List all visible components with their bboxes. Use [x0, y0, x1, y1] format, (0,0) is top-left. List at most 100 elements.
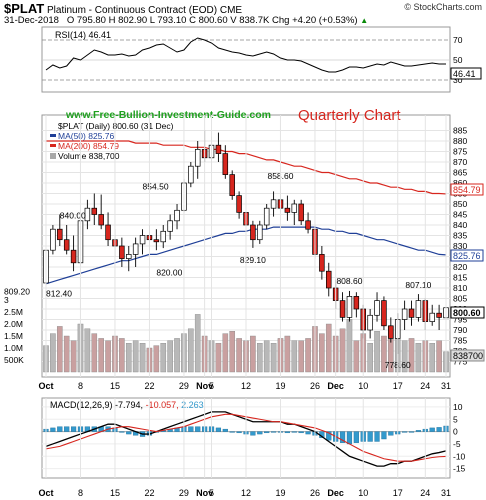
- candle: [401, 300, 408, 330]
- volume-bar: [91, 333, 98, 373]
- candle: [270, 191, 277, 217]
- price-tick-label: 850: [453, 199, 467, 209]
- volume-bar: [50, 333, 56, 373]
- ma50-tag-bg: [450, 249, 484, 262]
- price-annotation: 808.60: [336, 276, 362, 286]
- candle: [250, 220, 256, 248]
- date-tick-label: 24: [420, 488, 430, 498]
- volume-tick-label: 3: [4, 295, 9, 305]
- volume-bar: [408, 338, 415, 373]
- macd-histogram-bar: [381, 431, 387, 440]
- candle-body: [326, 270, 332, 289]
- date-tick-label: 17: [393, 381, 403, 391]
- chart-header-line2: 31-Dec-2018 O 795.80 H 802.90 L 793.10 C…: [4, 15, 368, 26]
- volume-tag: 838700: [453, 351, 483, 361]
- symbol: $PLAT: [4, 1, 45, 16]
- price-tick-label: 885: [453, 126, 467, 136]
- macd-histogram-bar: [339, 431, 346, 443]
- legend-volume-swatch: [50, 153, 56, 159]
- instrument-name: Platinum - Continuous Contract (EOD): [47, 5, 218, 16]
- date-tick-label: 17: [393, 488, 403, 498]
- volume-bar: [119, 338, 125, 373]
- volume-bar: [429, 343, 436, 373]
- macd-histogram-bar: [70, 426, 77, 432]
- candle-body: [222, 153, 229, 175]
- candle-body: [250, 224, 256, 241]
- volume-tag-bg: [450, 349, 485, 362]
- candle-body: [257, 224, 263, 241]
- date-tick-label: 24: [420, 381, 430, 391]
- candle-body: [353, 296, 360, 310]
- volume-bar: [401, 340, 408, 373]
- candle: [415, 294, 422, 322]
- candle: [132, 237, 139, 267]
- candle: [298, 199, 304, 225]
- watermark-url: www.Free-Bullion-Investment-Guide.com: [65, 109, 271, 121]
- candle: [105, 212, 111, 246]
- date-tick-label: Nov: [196, 488, 213, 498]
- candle-body: [153, 239, 160, 243]
- candle-body: [291, 203, 298, 213]
- volume-tick-label: 1.5M: [4, 331, 23, 341]
- rsi-panel: [41, 26, 451, 93]
- volume-tick-label: 2.5M: [4, 307, 23, 317]
- quarterly-chart-label: Quarterly Chart: [298, 107, 401, 124]
- ma50-tag: 825.76: [453, 251, 481, 261]
- macd-histogram-bar: [402, 431, 408, 433]
- candle-body: [263, 207, 270, 226]
- volume-bar: [222, 333, 229, 373]
- price-annotation: 829.10: [240, 255, 266, 265]
- volume-bar: [139, 343, 146, 373]
- quote-open: O 795.80: [66, 15, 106, 26]
- date-tick-label: 26: [310, 381, 320, 391]
- candle-body: [188, 165, 194, 184]
- macd-histogram-bar: [291, 431, 297, 433]
- candle: [346, 290, 353, 322]
- candle-body: [298, 203, 304, 222]
- candle: [374, 292, 380, 322]
- candle-body: [305, 220, 311, 230]
- candle-body: [174, 209, 180, 222]
- candle: [429, 304, 435, 326]
- date-tick-label: 10: [358, 381, 368, 391]
- rsi-value-tag: 46.41: [453, 69, 476, 79]
- date-tick-label: 31: [441, 488, 451, 498]
- chart-header-line1: $PLAT Platinum - Continuous Contract (EO…: [4, 1, 242, 16]
- rsi-tick-label: 50: [453, 55, 463, 65]
- candle-body: [91, 207, 98, 215]
- rsi-tick-label: 70: [453, 35, 463, 45]
- candle-body: [84, 207, 91, 222]
- macd-histogram-bar: [195, 426, 201, 432]
- price-tick-label: 790: [453, 325, 467, 335]
- date-tick-label: 5: [209, 381, 214, 391]
- volume-bar: [132, 340, 139, 373]
- rsi-legend: RSI(14) 46.41: [55, 30, 111, 40]
- volume-bar: [436, 340, 442, 373]
- candle-body: [408, 308, 415, 318]
- price-annotation: 807.10: [405, 280, 431, 290]
- macd-histogram-bar: [346, 431, 353, 445]
- macd-histogram-bar: [436, 427, 442, 432]
- volume-bar: [256, 343, 263, 373]
- candle-body: [126, 254, 132, 259]
- price-tick-label: 795: [453, 315, 467, 325]
- ma200-tag-bg: [450, 183, 484, 196]
- volume-bar: [250, 335, 256, 373]
- candle-body: [346, 296, 353, 318]
- candle-body: [319, 254, 325, 272]
- macd-histogram-bar: [367, 431, 373, 442]
- rsi-line: [45, 37, 446, 73]
- candle: [174, 204, 180, 230]
- macd-histogram-bar: [229, 431, 235, 433]
- volume-bar: [236, 338, 242, 373]
- macd-histogram-bar: [353, 431, 359, 443]
- price-tick-label: 785: [453, 336, 467, 346]
- candle: [408, 300, 415, 326]
- candle-body: [132, 243, 139, 255]
- price-tick-label: 875: [453, 147, 467, 157]
- volume-bar: [153, 345, 160, 373]
- date-tick-label: Nov: [196, 381, 213, 391]
- macd-histogram-bar: [388, 431, 394, 436]
- candle: [57, 214, 63, 246]
- candle-body: [119, 245, 125, 259]
